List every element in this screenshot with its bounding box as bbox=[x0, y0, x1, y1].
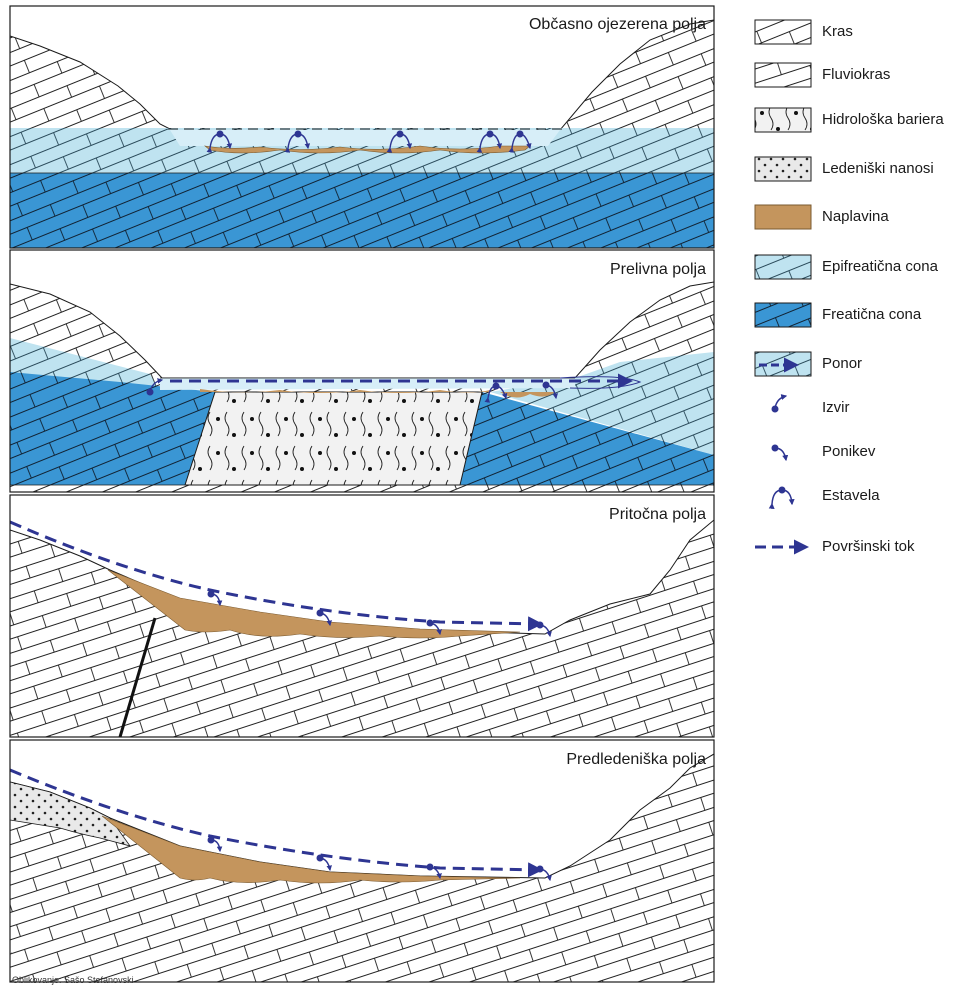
panel-pre-glacial bbox=[10, 740, 714, 982]
epiphreatic-zone-swatch bbox=[754, 254, 812, 280]
legend-label-ponor: Ponor bbox=[822, 355, 863, 372]
legend-label-glacial-deposits: Ledeniški nanosi bbox=[822, 160, 934, 177]
alluvium-swatch bbox=[754, 204, 812, 230]
alluvium-wedge bbox=[101, 815, 521, 884]
glacial-deposits-swatch bbox=[754, 156, 812, 182]
legend-label-phreatic-zone: Freatična cona bbox=[822, 306, 922, 323]
panel-frames bbox=[9, 5, 715, 983]
alluvium-wedge bbox=[107, 569, 521, 639]
panel-temporarily-flooded bbox=[10, 6, 714, 248]
panel-inflow bbox=[10, 495, 714, 737]
phreatic-zone-swatch bbox=[754, 302, 812, 328]
panel-title-temporarily-flooded: Občasno ojezerena polja bbox=[529, 16, 706, 33]
panel-title-inflow: Pritočna polja bbox=[609, 506, 706, 523]
legend-label-hydrological-barrier: Hidrološka bariera bbox=[822, 111, 944, 128]
estavelle-icon bbox=[768, 486, 795, 510]
legend-label-alluvium: Naplavina bbox=[822, 208, 889, 225]
legend-label-surface-flow: Površinski tok bbox=[822, 538, 915, 555]
swallow-hole-icon bbox=[771, 444, 789, 462]
legend-label-estavelle: Estavela bbox=[822, 487, 880, 504]
spring-icon bbox=[771, 394, 788, 413]
hydrological-barrier bbox=[184, 391, 483, 486]
fluviokras-swatch bbox=[754, 62, 812, 88]
ponor-icon bbox=[754, 351, 812, 377]
legend-label-kras: Kras bbox=[822, 23, 853, 40]
panel-title-pre-glacial: Predledeniška polja bbox=[566, 751, 706, 768]
panel-overflow bbox=[10, 250, 714, 492]
design-credit: Oblikovanje: Sašo Stefanovski bbox=[12, 975, 134, 985]
hydrological-barrier-swatch bbox=[754, 107, 812, 133]
kras-swatch bbox=[754, 19, 812, 45]
glacial-deposits bbox=[10, 781, 131, 847]
legend-label-swallow-hole: Ponikev bbox=[822, 443, 876, 460]
legend bbox=[754, 19, 812, 555]
panel-title-overflow: Prelivna polja bbox=[610, 261, 706, 278]
legend-label-epiphreatic-zone: Epifreatična cona bbox=[822, 258, 938, 275]
legend-label-spring: Izvir bbox=[822, 399, 850, 416]
legend-label-fluviokras: Fluviokras bbox=[822, 66, 891, 83]
